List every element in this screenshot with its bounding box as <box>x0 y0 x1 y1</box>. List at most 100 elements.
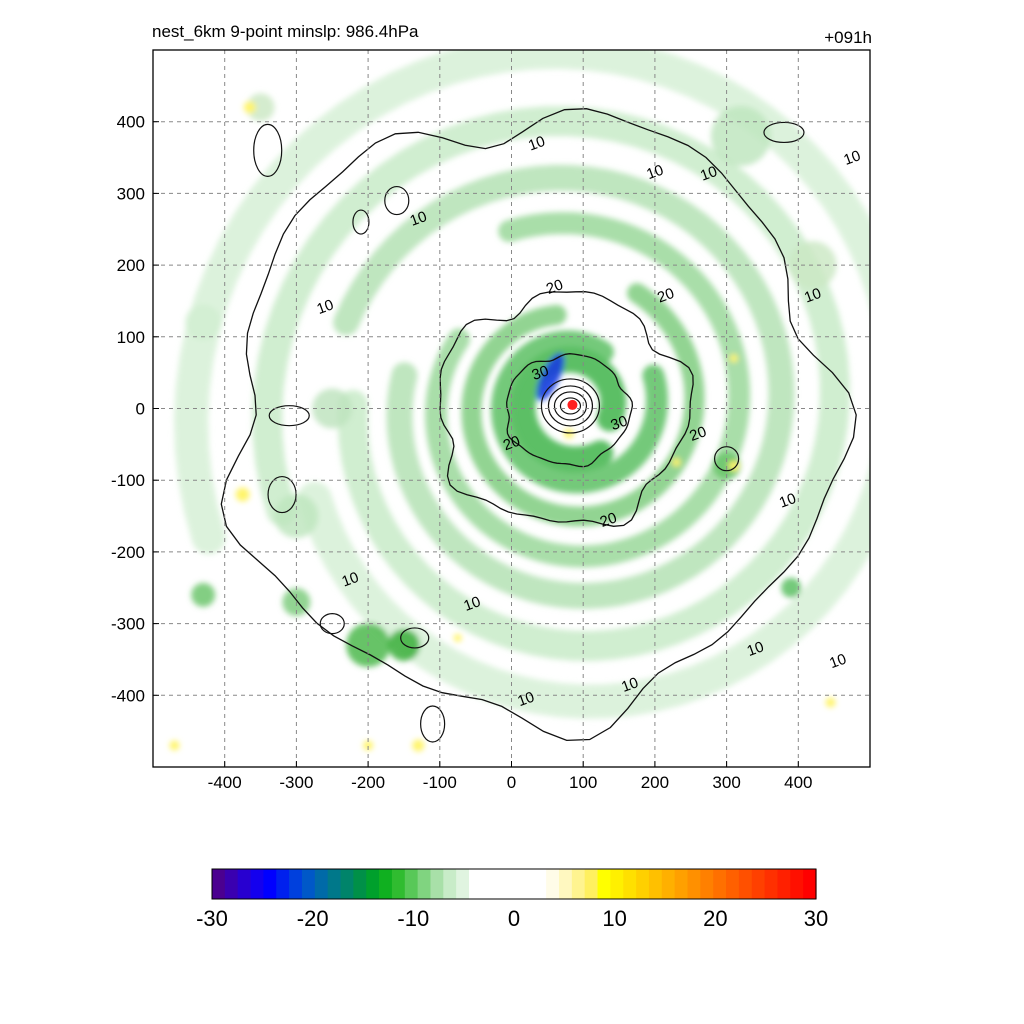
y-tick-label: -300 <box>111 615 145 634</box>
y-tick-label: -400 <box>111 686 145 705</box>
contour-label: 10 <box>408 208 429 230</box>
colorbar-swatch <box>584 869 599 899</box>
contour-island-5 <box>400 627 430 649</box>
contour-label: 10 <box>461 593 482 615</box>
shading-band-1 <box>490 330 669 494</box>
colorbar-tick-label: -30 <box>196 906 228 931</box>
positive-patch-7 <box>412 739 425 752</box>
x-tick-label: 300 <box>712 773 740 792</box>
shading-patch-7 <box>710 106 771 167</box>
colorbar-swatch <box>276 869 290 899</box>
colorbar-swatch <box>340 869 354 899</box>
contour-label: 20 <box>687 423 708 445</box>
positive-patch-9 <box>563 428 574 439</box>
positive-patch-0 <box>235 487 250 502</box>
colorbar-swatch <box>636 869 650 899</box>
colorbar: -30 -20 -10 0 10 20 30 <box>196 868 828 931</box>
colorbar-tick-label: 30 <box>804 906 828 931</box>
shading-band-5 <box>252 106 850 662</box>
contour-label: 10 <box>515 689 536 711</box>
contour-labels: 10 10 10 10 10 10 10 10 10 10 10 10 10 10 20 20 20 20 20 30… <box>315 133 863 710</box>
colorbar-swatch <box>790 869 804 899</box>
contour-island-3 <box>319 612 345 635</box>
shading-patch-6 <box>781 577 802 598</box>
y-tick-label: -100 <box>111 471 145 490</box>
x-tick-label: -200 <box>351 773 385 792</box>
positive-patch-2 <box>728 460 739 471</box>
positive-patch-3 <box>672 458 681 467</box>
contour-label: 10 <box>644 162 665 184</box>
contour-label: 30 <box>608 412 629 434</box>
y-tick-label: 300 <box>117 184 145 203</box>
colorbar-swatch <box>803 869 817 899</box>
colorbar-swatch <box>738 869 753 899</box>
colorbar-swatch <box>379 869 393 899</box>
contour-label: 20 <box>598 509 619 531</box>
contour-label: 30 <box>530 362 551 384</box>
x-tick-label: 200 <box>641 773 669 792</box>
colorbar-tick-label: 0 <box>508 906 520 931</box>
shading-band-0 <box>509 346 627 473</box>
contour-island-0 <box>253 123 283 177</box>
x-tick-label: -100 <box>423 773 457 792</box>
contour-island-1 <box>267 475 297 514</box>
colorbar-swatch <box>597 869 611 899</box>
colorbar-swatch <box>289 869 303 899</box>
y-tick-label: 100 <box>117 328 145 347</box>
colorbar-swatch <box>443 869 457 899</box>
colorbar-swatch <box>726 869 740 899</box>
x-axis: -400 -300 -200 -100 0 100 200 300 400 <box>208 761 812 792</box>
contour-label: 10 <box>315 296 336 318</box>
storm-center-dot <box>567 399 578 410</box>
contour-lines <box>220 108 857 743</box>
colorbar-swatch <box>301 869 316 899</box>
shading-patch-0 <box>246 93 275 122</box>
contour-island-4 <box>420 705 446 743</box>
positive-patch-5 <box>169 740 180 751</box>
colorbar-swatch <box>469 869 483 899</box>
shading-band-2 <box>461 283 705 527</box>
colorbar-swatch <box>212 869 226 899</box>
colorbar-swatch <box>623 869 637 899</box>
positive-patch-10 <box>729 354 738 363</box>
storm-center-marker <box>567 399 578 410</box>
positive-patch-1 <box>243 101 256 114</box>
x-tick-label: -400 <box>208 773 242 792</box>
colorbar-swatch <box>237 869 252 899</box>
x-tick-label: -300 <box>279 773 313 792</box>
colorbar-swatch <box>713 869 727 899</box>
colorbar-swatch <box>263 869 277 899</box>
colorbar-tick-label: 10 <box>602 906 626 931</box>
colorbar-swatch <box>327 869 342 899</box>
y-axis: 400 300 200 100 0 -100 -200 -300 -400 <box>111 113 159 705</box>
colorbar-swatch <box>687 869 701 899</box>
colorbar-swatch <box>404 869 419 899</box>
contour-label: 20 <box>501 433 522 455</box>
colorbar-swatch <box>494 869 509 899</box>
contour-island-9 <box>763 121 805 144</box>
colorbar-swatch <box>661 869 676 899</box>
contour-20 <box>439 291 694 527</box>
forecast-hour-label: +091h <box>824 28 872 47</box>
contour-label: 10 <box>619 674 640 696</box>
shading-patch-8 <box>185 304 222 341</box>
y-tick-label: 400 <box>117 113 145 132</box>
positive-patch-6 <box>363 740 374 751</box>
colorbar-swatch <box>571 869 586 899</box>
contour-island-8 <box>713 446 740 472</box>
shading-patch-2 <box>191 582 216 607</box>
contour-label: 20 <box>655 285 676 307</box>
colorbar-swatch <box>391 869 406 899</box>
colorbar-swatch <box>224 869 239 899</box>
y-tick-label: -200 <box>111 543 145 562</box>
contour-label: 10 <box>802 285 823 307</box>
shading-band-6 <box>174 50 870 719</box>
y-tick-label: 0 <box>136 400 145 419</box>
colorbar-swatch <box>366 869 380 899</box>
contour-10 <box>220 108 857 742</box>
colorbar-swatch <box>507 869 522 899</box>
x-tick-label: 0 <box>507 773 516 792</box>
colorbar-tick-label: 20 <box>703 906 727 931</box>
